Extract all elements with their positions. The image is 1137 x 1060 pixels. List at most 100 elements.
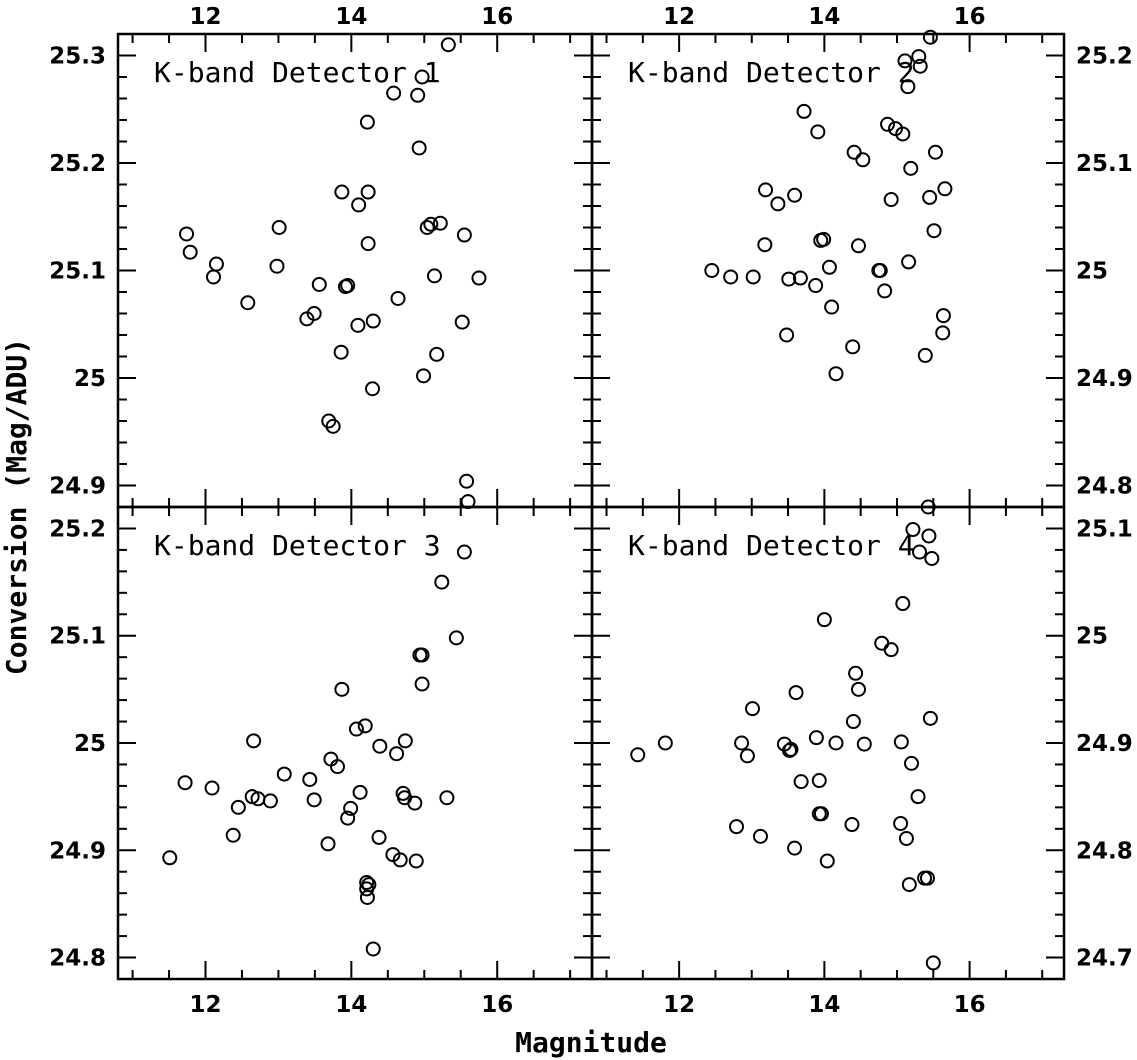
data-point: [744, 701, 760, 717]
data-point: [848, 665, 864, 681]
data-points: [704, 29, 953, 515]
data-point: [657, 735, 673, 751]
data-point: [311, 276, 327, 292]
data-point: [704, 263, 720, 278]
data-point: [429, 346, 445, 362]
data-point: [734, 735, 750, 751]
data-point: [912, 58, 928, 74]
data-point: [182, 244, 198, 260]
panel-detector-3: K-band Detector 3: [116, 505, 594, 981]
y-tick-label: 25: [74, 731, 106, 757]
data-point: [819, 853, 835, 869]
data-point: [919, 870, 935, 886]
data-point: [414, 69, 430, 85]
data-point: [745, 269, 761, 285]
data-point: [935, 325, 951, 341]
data-point: [877, 283, 893, 299]
data-point: [828, 735, 844, 751]
data-point: [779, 327, 795, 343]
data-points: [179, 37, 487, 510]
tick-marks: [118, 506, 592, 980]
data-point: [439, 790, 455, 806]
x-tick-label: 14: [335, 992, 367, 1018]
data-point: [824, 299, 840, 315]
data-point: [334, 681, 350, 697]
y-tick-label: 24.8: [1076, 838, 1133, 864]
data-point: [783, 741, 799, 757]
data-point: [411, 140, 427, 156]
data-point: [416, 368, 432, 384]
data-point: [271, 220, 287, 235]
data-point: [408, 853, 424, 869]
data-point: [874, 635, 890, 651]
data-point: [925, 955, 941, 971]
data-point: [306, 792, 322, 808]
data-point: [901, 254, 917, 270]
panel-detector-2: K-band Detector 2: [590, 29, 1066, 515]
data-point: [758, 182, 774, 198]
data-point: [935, 308, 951, 324]
y-tick-label: 25.2: [49, 516, 106, 542]
data-point: [262, 793, 278, 809]
data-point: [325, 418, 341, 434]
x-tick-label: 14: [808, 992, 840, 1018]
y-tick-label: 24.9: [49, 838, 106, 864]
y-tick-label: 25.1: [1076, 516, 1133, 542]
data-point: [225, 827, 241, 843]
panel-frame: [116, 505, 594, 981]
y-tick-label: 25: [1076, 624, 1108, 650]
data-point: [921, 528, 937, 544]
x-tick-label: 14: [335, 4, 367, 30]
data-point: [269, 258, 285, 274]
data-point: [440, 37, 456, 53]
data-point: [911, 544, 927, 560]
y-tick-label: 24.7: [1076, 946, 1133, 972]
data-point: [352, 784, 368, 800]
data-point: [320, 836, 336, 852]
data-point: [414, 647, 430, 663]
data-points: [630, 522, 941, 971]
x-tick-label: 12: [663, 992, 695, 1018]
panel-title: K-band Detector 3: [154, 529, 441, 562]
data-point: [883, 642, 899, 658]
x-tick-label: 16: [481, 4, 513, 30]
data-point: [360, 184, 376, 200]
y-tick-label: 25.1: [1076, 151, 1133, 177]
data-point: [340, 810, 356, 826]
data-point: [855, 152, 871, 168]
data-point: [410, 87, 426, 103]
data-point: [365, 313, 381, 329]
tick-marks: [592, 33, 1064, 508]
data-point: [348, 721, 364, 737]
data-point: [357, 718, 373, 734]
data-point: [390, 290, 406, 306]
y-tick-label: 25.3: [49, 44, 106, 70]
tick-marks: [592, 506, 1064, 980]
data-point: [208, 256, 224, 272]
data-point: [372, 738, 388, 754]
data-point: [361, 877, 377, 893]
data-point: [177, 775, 193, 791]
data-point: [850, 681, 866, 697]
data-point: [917, 347, 933, 363]
x-tick-label: 16: [481, 992, 513, 1018]
data-point: [845, 714, 861, 730]
data-point: [757, 237, 773, 253]
panel-frame: [116, 32, 594, 509]
data-point: [911, 49, 927, 65]
data-point: [910, 789, 926, 805]
y-tick-label: 25.2: [49, 151, 106, 177]
data-point: [846, 144, 862, 160]
data-point: [883, 192, 899, 208]
data-point: [893, 734, 909, 750]
data-point: [898, 830, 914, 846]
data-point: [808, 278, 824, 294]
data-point: [459, 473, 475, 489]
x-tick-label: 16: [954, 992, 986, 1018]
data-point: [796, 103, 812, 119]
data-point: [897, 53, 913, 69]
y-tick-label: 25.1: [49, 259, 106, 285]
data-point: [340, 278, 356, 294]
data-points: [162, 544, 472, 957]
data-point: [162, 850, 178, 866]
